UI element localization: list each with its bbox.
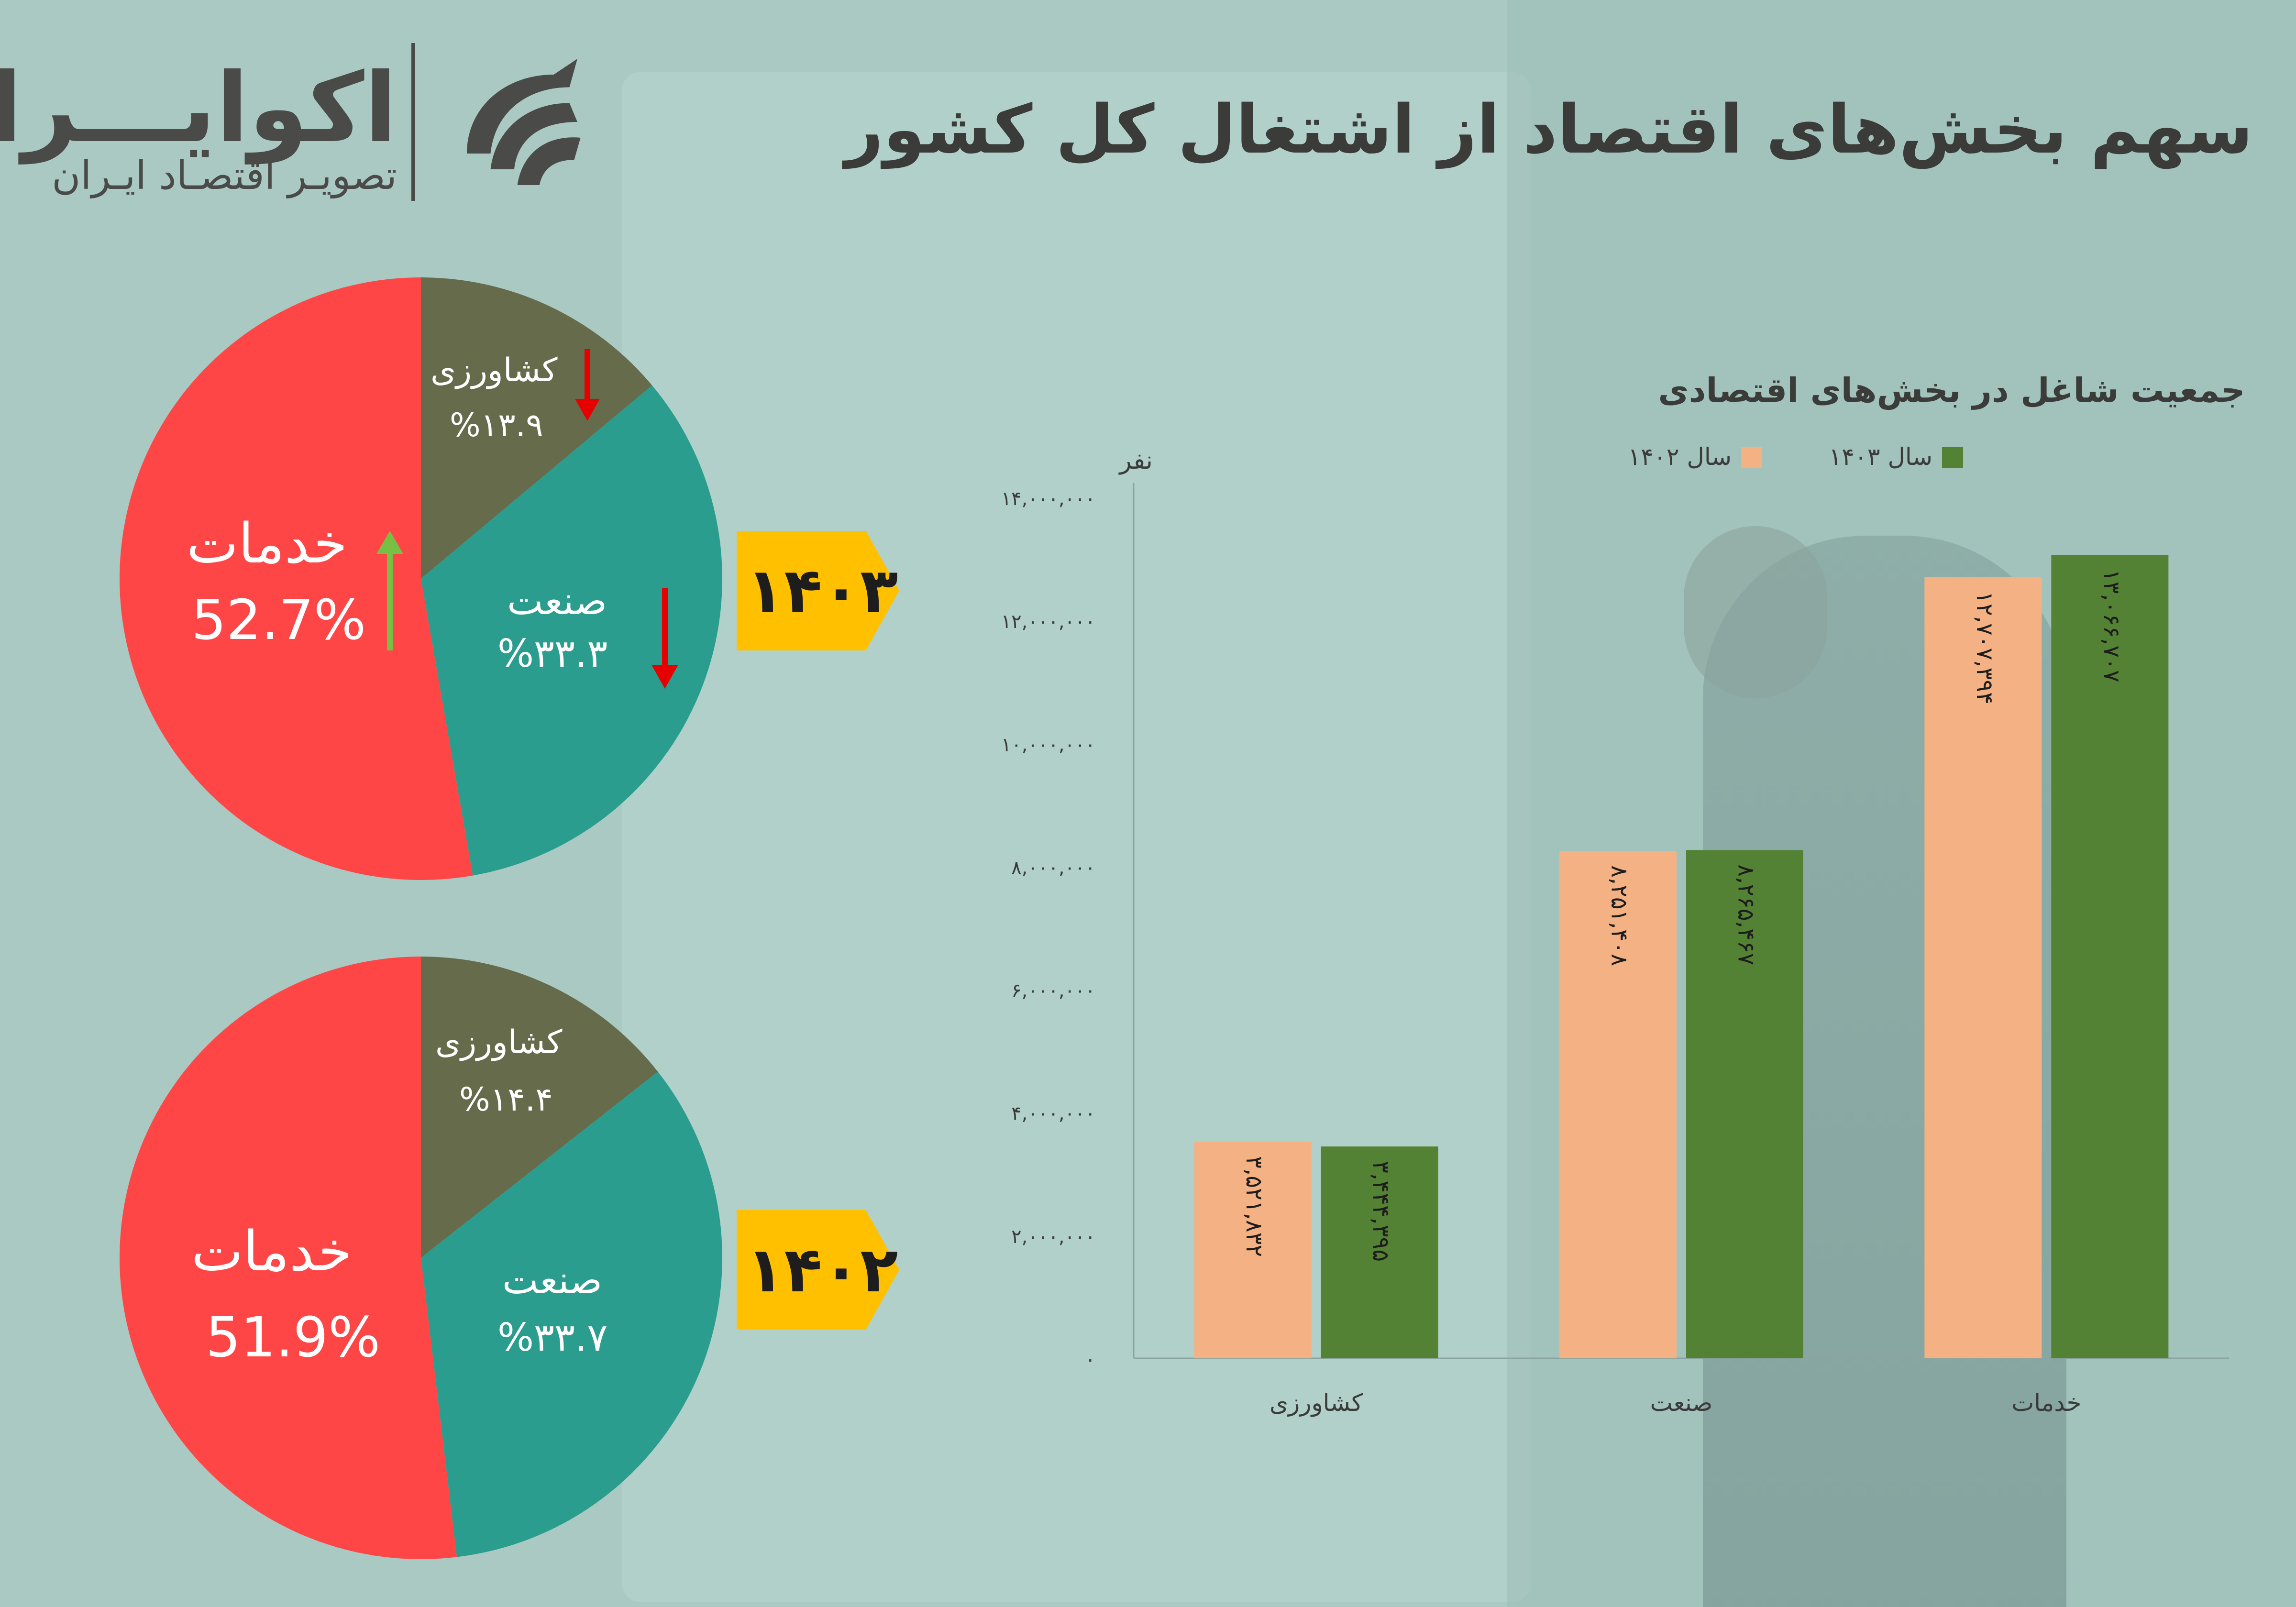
pie-1402-label-agriculture: کشاورزی <box>435 1024 563 1061</box>
bar-1403 <box>1686 850 1803 1358</box>
bar-data-label: ۳,۴۴۴,۳۹۵ <box>1368 1161 1394 1262</box>
pie-slice-industry <box>421 1071 722 1557</box>
pie-1402-label-industry: صنعت <box>502 1258 603 1302</box>
bar-1403 <box>1321 1146 1438 1358</box>
pie-slice-services <box>120 957 457 1559</box>
page-title: سهم بخش‌های اقتصاد از اشتغال کل کشور <box>845 91 2253 169</box>
trend-down-arrow-icon <box>575 349 600 421</box>
pie-1403-value-services: 52.7% <box>191 588 366 652</box>
logo-divider <box>411 43 415 201</box>
y-tick-label: ۲,۰۰۰,۰۰۰ <box>1011 1226 1095 1248</box>
y-tick-label: ۱۰,۰۰۰,۰۰۰ <box>1001 734 1095 756</box>
bar-data-label: ۸,۲۶۵,۴۶۷ <box>1733 864 1760 965</box>
pie-chart-1403: خدمات 52.7% صنعت %۳۳.۳ کشاورزی %۱۳.۹ <box>115 273 727 885</box>
pie-1402-value-industry: %۳۳.۷ <box>497 1315 608 1360</box>
bar-chart-svg: جمعیت شاغل در بخش‌های اقتصادی سال ۱۴۰۲ سال… <box>1001 371 2245 1417</box>
pie-1402-value-services: 51.9% <box>206 1306 381 1370</box>
pie-1403-label-agriculture: کشاورزی <box>430 352 558 389</box>
y-tick-label: ۴,۰۰۰,۰۰۰ <box>1011 1103 1095 1125</box>
pie-slice-agriculture <box>421 957 658 1258</box>
bar-data-label: ۳,۵۲۱,۸۳۲ <box>1241 1156 1268 1257</box>
bar-chart-title: جمعیت شاغل در بخش‌های اقتصادی <box>1658 371 2245 410</box>
pie-1403-value-agriculture: %۱۳.۹ <box>450 407 543 444</box>
y-tick-label: ۱۲,۰۰۰,۰۰۰ <box>1001 611 1095 633</box>
x-category-label: صنعت <box>1650 1389 1713 1417</box>
legend-label: سال ۱۴۰۲ <box>1628 443 1732 471</box>
logo: اکوایـــران تصویـر اقتصـاد ایـران <box>0 43 603 210</box>
year-tag-label: ۱۴۰۲ <box>746 1233 898 1306</box>
pie-1403-value-industry: %۳۳.۳ <box>497 631 608 676</box>
pie-slice-agriculture <box>421 277 652 579</box>
bar-chart-employment: جمعیت شاغل در بخش‌های اقتصادی سال ۱۴۰۲ سال… <box>957 344 2277 1444</box>
bar-1402 <box>1559 851 1677 1358</box>
pie-chart-1402: خدمات 51.9% صنعت %۳۳.۷ کشاورزی %۱۴.۴ <box>115 952 727 1564</box>
pie-slice-services <box>119 277 473 881</box>
year-tag-label: ۱۴۰۳ <box>746 554 898 627</box>
year-tag-shape <box>737 1210 899 1330</box>
legend-label: سال ۱۴۰۳ <box>1829 443 1932 471</box>
logo-mark-icon <box>467 59 581 185</box>
x-category-label: کشاورزی <box>1269 1389 1363 1417</box>
year-tag-1402: ۱۴۰۲ <box>737 1210 899 1330</box>
logo-title: اکوایـــران <box>0 53 397 164</box>
pie-1402-value-agriculture: %۱۴.۴ <box>459 1081 553 1119</box>
bar-1403 <box>2051 554 2169 1358</box>
legend-swatch <box>1741 447 1762 468</box>
trend-up-arrow-icon <box>376 531 403 650</box>
bar-data-label: ۱۲,۷۰۷,۳۹۴ <box>1971 591 1998 704</box>
year-tag-shape <box>737 531 899 650</box>
y-tick-label: ۸,۰۰۰,۰۰۰ <box>1011 857 1095 879</box>
bar-data-label: ۱۳,۰۶۶,۷۰۷ <box>2098 569 2125 682</box>
bar-data-label: ۸,۲۵۱,۴۰۸ <box>1606 865 1633 966</box>
y-axis-unit-label: نفر <box>1118 446 1153 475</box>
pie-slice-industry <box>421 385 722 876</box>
bar-1402 <box>1924 577 2042 1358</box>
pie-1403-label-industry: صنعت <box>507 579 607 623</box>
bar-1402 <box>1194 1142 1312 1358</box>
pie-1402-label-services: خدمات <box>191 1220 353 1284</box>
logo-subtitle: تصویـر اقتصـاد ایـران <box>52 153 397 198</box>
x-category-label: خدمات <box>2011 1389 2081 1417</box>
background-person-head <box>1684 526 1827 698</box>
trend-down-arrow-icon <box>651 588 678 689</box>
year-tag-1403: ۱۴۰۳ <box>737 531 899 650</box>
pie-1403-label-services: خدمات <box>187 512 348 576</box>
legend-swatch <box>1942 447 1963 468</box>
y-tick-label: ۰ <box>1085 1349 1095 1371</box>
y-tick-label: ۶,۰۰۰,۰۰۰ <box>1011 980 1095 1002</box>
y-tick-label: ۱۴,۰۰۰,۰۰۰ <box>1001 488 1095 510</box>
